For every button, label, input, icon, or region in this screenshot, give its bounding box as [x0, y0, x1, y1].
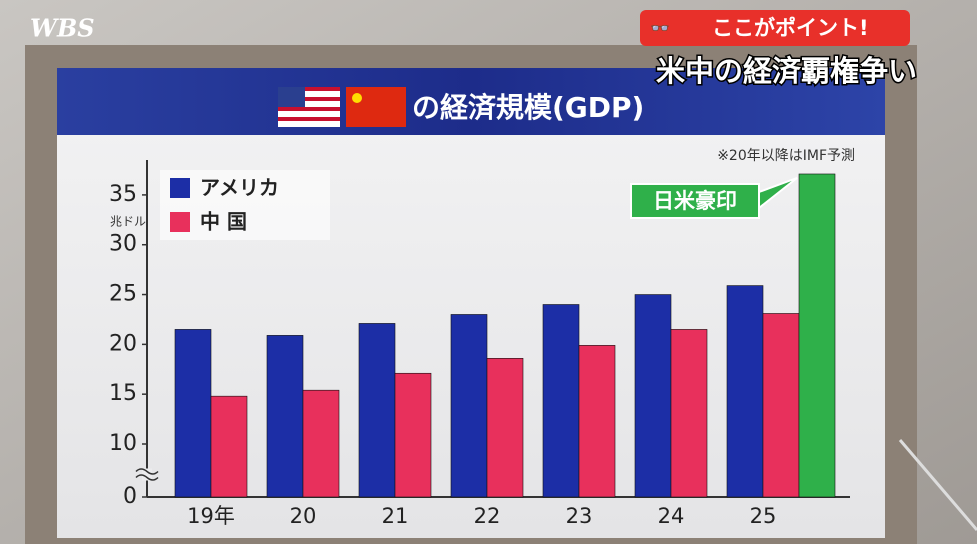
x-tick-label: 19年	[187, 504, 235, 528]
x-tick-label: 21	[382, 504, 409, 528]
callout-box	[630, 182, 760, 219]
bar	[486, 358, 524, 498]
legend-swatch	[170, 178, 190, 198]
bar	[578, 345, 616, 498]
y-tick-label: 10	[109, 431, 137, 456]
legend-label: アメリカ	[200, 176, 279, 200]
legend-label: 中 国	[200, 210, 247, 234]
bar	[542, 304, 580, 498]
chart-title: の経済規模(GDP)	[412, 91, 644, 124]
caption-label: ここがポイント!	[712, 16, 869, 40]
bar	[302, 389, 340, 498]
y-tick-label: 30	[109, 232, 137, 257]
x-tick-label: 24	[658, 504, 685, 528]
y-tick-label: 35	[109, 182, 137, 207]
x-tick-label: 20	[290, 504, 317, 528]
x-tick-label: 22	[474, 504, 501, 528]
axis-break-mark	[135, 468, 159, 481]
axis-break-gap	[142, 468, 152, 481]
bar	[798, 173, 836, 498]
glasses-icon: 👓	[650, 19, 670, 38]
bar	[634, 294, 672, 498]
note: ※20年以降はIMF予測	[717, 148, 855, 164]
bar	[394, 372, 432, 498]
caption-label-box	[640, 10, 910, 46]
bar	[762, 313, 800, 498]
y-tick-label: 0	[123, 484, 137, 509]
y-axis-label: 兆ドル	[110, 215, 146, 229]
title-band	[57, 68, 885, 135]
y-tick-label: 20	[109, 331, 137, 356]
callout-label: 日米豪印	[653, 189, 737, 213]
y-tick-label: 25	[109, 282, 137, 307]
bar	[266, 335, 304, 498]
us-flag	[278, 87, 340, 127]
bar	[670, 329, 708, 498]
x-tick-label: 23	[566, 504, 593, 528]
bar	[174, 329, 212, 498]
legend-swatch	[170, 212, 190, 232]
bar	[450, 314, 488, 498]
x-tick-label: 25	[750, 504, 777, 528]
caption-headline: 米中の経済覇権争い	[656, 54, 917, 88]
channel-logo: WBS	[30, 14, 95, 43]
china-flag	[346, 87, 406, 127]
bar	[358, 323, 396, 498]
bar	[726, 285, 764, 498]
bar	[210, 395, 248, 498]
pointer-stick	[898, 439, 977, 531]
y-tick-label: 15	[109, 381, 137, 406]
